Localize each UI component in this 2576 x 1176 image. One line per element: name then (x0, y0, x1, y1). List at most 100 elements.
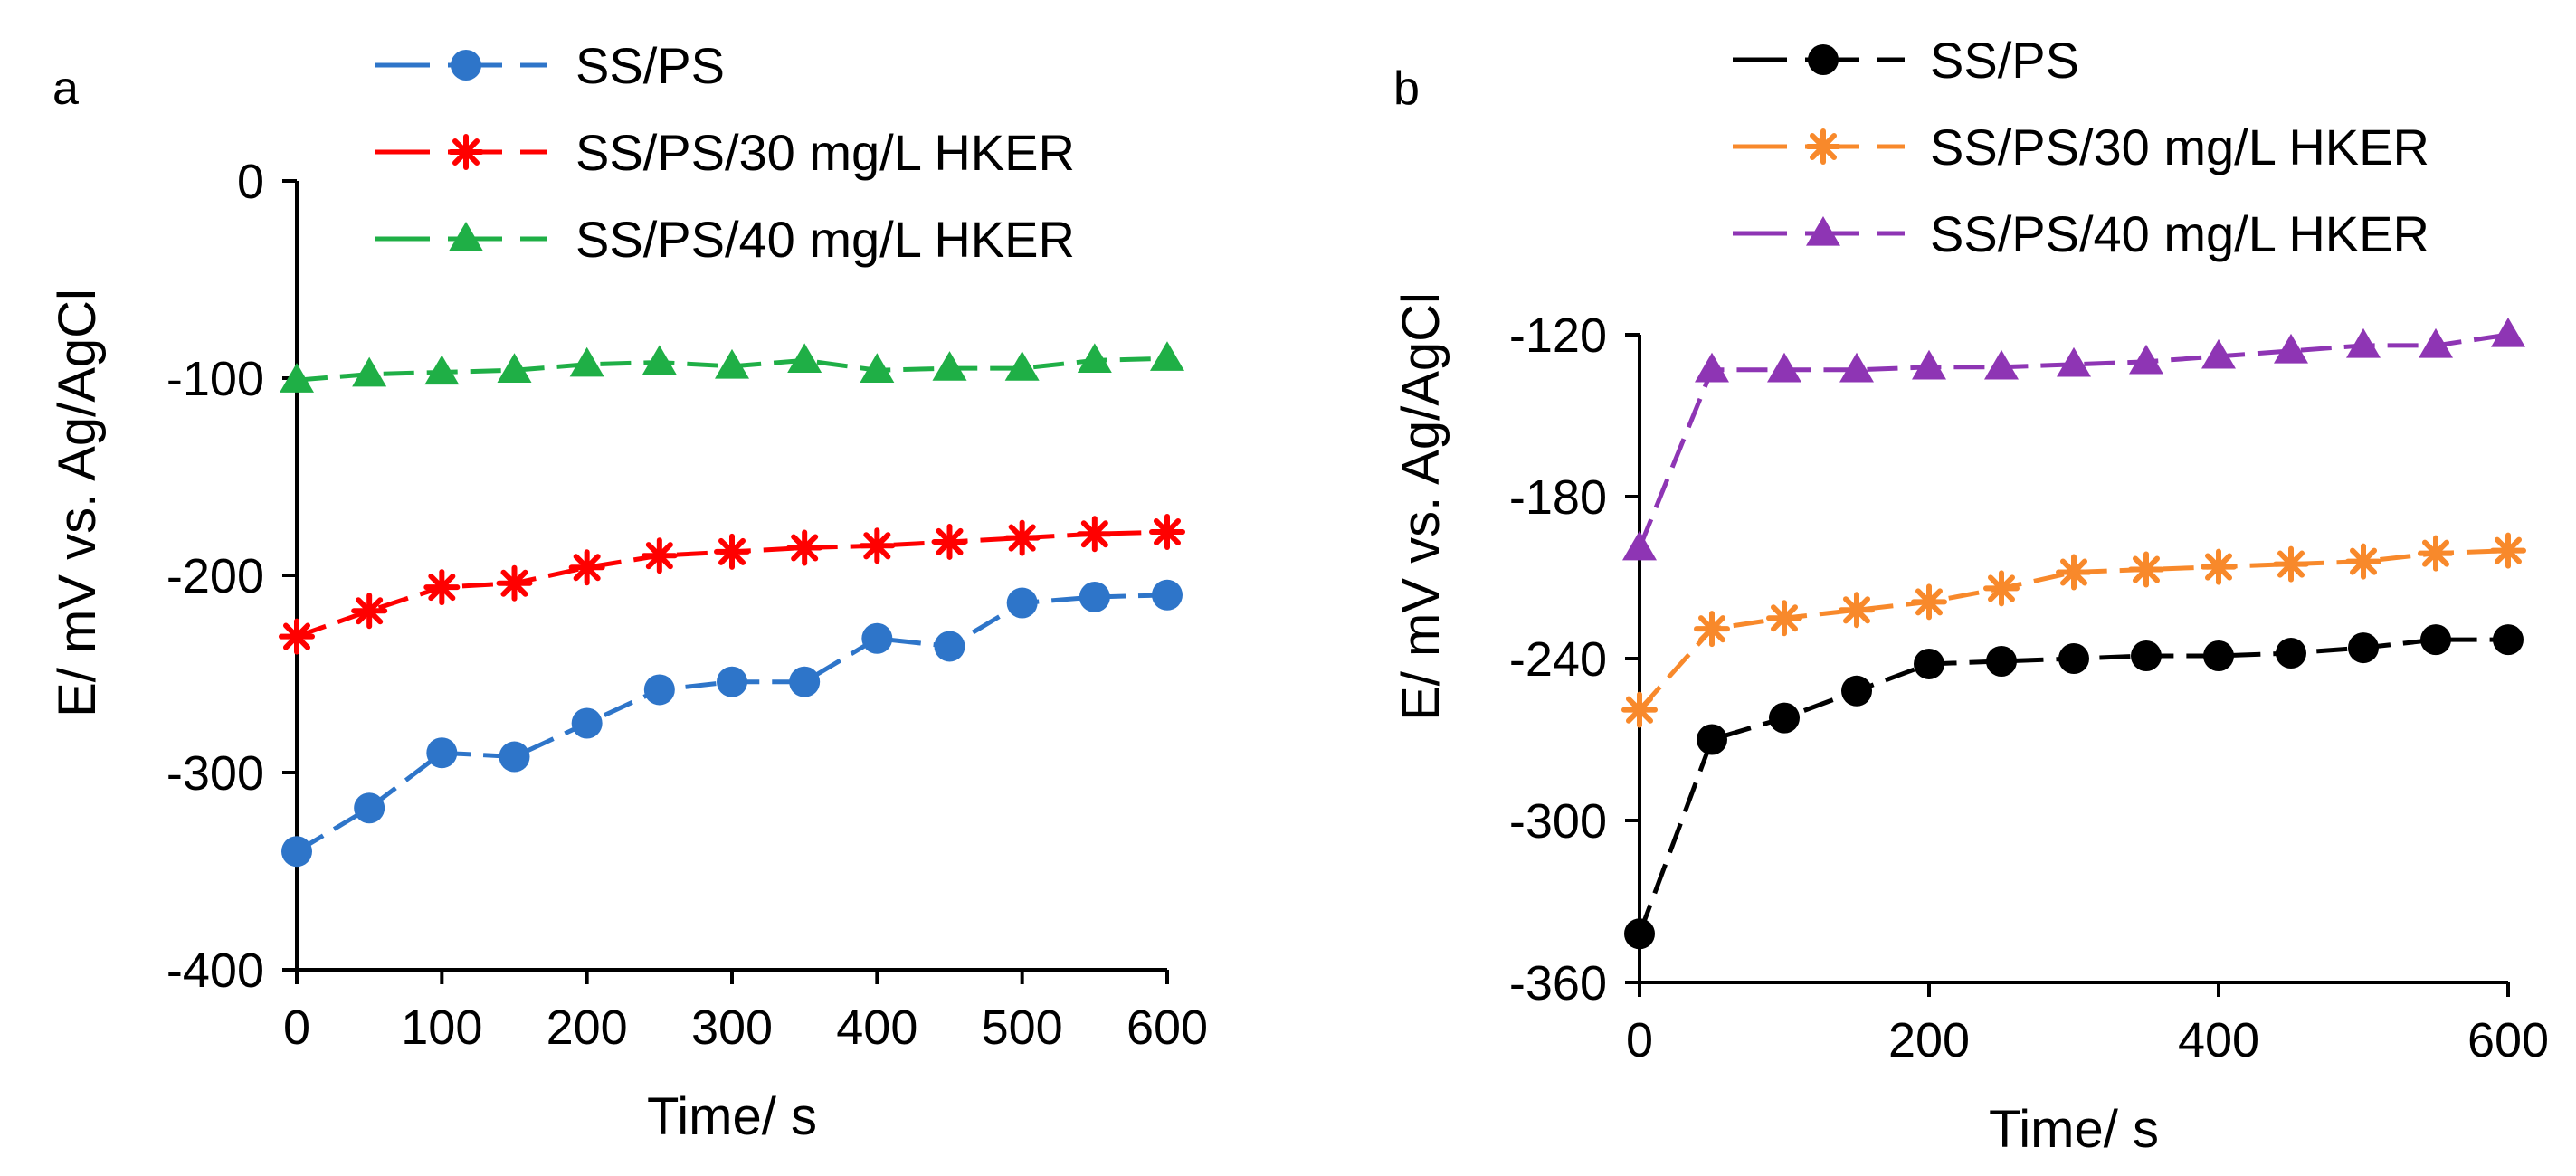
y-tick-label: -120 (1509, 308, 1607, 363)
y-tick-label: -300 (1509, 794, 1607, 849)
y-tick-label: -100 (166, 352, 264, 406)
legend-label: SS/PS (1930, 32, 2079, 89)
data-point (2273, 545, 2309, 583)
data-point (1004, 351, 1040, 381)
series-triangle (280, 341, 1184, 393)
data-point (786, 529, 823, 566)
data-point (1984, 349, 2019, 380)
x-tick-label: 0 (283, 1001, 310, 1055)
legend-entry: SS/PS/40 mg/L HKER (375, 211, 1075, 268)
series-triangle (1622, 318, 2525, 561)
data-point (1697, 724, 1727, 755)
data-point (1983, 570, 2020, 607)
data-point (932, 351, 967, 381)
data-point (1839, 592, 1875, 629)
data-point (641, 537, 678, 574)
data-point (569, 346, 604, 377)
data-point (787, 343, 822, 374)
x-tick-label: 400 (836, 1001, 917, 1055)
series-star (1621, 532, 2526, 728)
data-point (1622, 530, 1657, 561)
legend-marker (1806, 216, 1840, 246)
data-point (2493, 624, 2524, 656)
data-point (1695, 352, 1729, 383)
data-point (2420, 624, 2451, 656)
data-point (2274, 333, 2308, 364)
y-axis-label: E/ mV vs. Ag/AgCl (48, 289, 107, 717)
series-star (279, 514, 1185, 655)
legend-marker (1808, 44, 1839, 75)
series-line (295, 593, 1168, 854)
panel-a: a 0 -100 -200 -300 -400 0 100 200 300 400 500 600 Ti… (48, 37, 1208, 1146)
data-point (2201, 548, 2237, 585)
legend-marker (449, 222, 483, 251)
data-point (643, 674, 675, 706)
x-tick-label: 200 (1888, 1013, 1970, 1067)
legend-entry: SS/PS (1733, 32, 2079, 89)
data-point (279, 618, 315, 655)
data-point (281, 836, 312, 868)
data-point (789, 666, 821, 697)
data-point (861, 622, 893, 654)
data-point (715, 348, 749, 379)
data-point (1694, 611, 1730, 648)
legend-label: SS/PS/30 mg/L HKER (575, 124, 1075, 181)
data-point (1003, 519, 1041, 556)
data-point (1152, 579, 1183, 611)
data-point (934, 631, 965, 662)
data-point (1077, 343, 1112, 374)
y-tick-label: -400 (166, 944, 264, 998)
data-point (426, 737, 458, 769)
panel-a-label: a (52, 62, 79, 115)
data-point (280, 363, 314, 393)
data-point (2348, 632, 2379, 664)
legend-marker (1805, 128, 1841, 165)
legend-entry: SS/PS/40 mg/L HKER (1733, 205, 2429, 262)
legend-marker (448, 134, 484, 170)
legend-label: SS/PS/40 mg/L HKER (575, 211, 1075, 268)
y-tick-label: 0 (237, 155, 264, 209)
data-point (717, 666, 747, 697)
data-point (1621, 691, 1658, 728)
data-point (1911, 583, 1947, 621)
data-point (931, 523, 968, 560)
data-point (499, 741, 530, 773)
data-point (859, 527, 896, 564)
x-tick-label: 300 (691, 1001, 773, 1055)
x-tick-label: 400 (2178, 1013, 2259, 1067)
data-point (2418, 535, 2454, 572)
data-point (2128, 551, 2164, 588)
data-point (1149, 514, 1185, 551)
data-point (1839, 352, 1874, 383)
data-point (2057, 346, 2091, 377)
data-point (2058, 643, 2089, 674)
y-tick-label: -180 (1509, 470, 1607, 525)
data-point (423, 569, 461, 606)
legend-entry: SS/PS/30 mg/L HKER (375, 124, 1075, 181)
data-point (496, 564, 533, 602)
y-tick-label: -240 (1509, 632, 1607, 687)
legend-entry: SS/PS/30 mg/L HKER (1733, 119, 2429, 175)
data-point (642, 345, 677, 375)
y-tick-label: -300 (166, 746, 264, 801)
data-point (568, 549, 605, 586)
data-point (2056, 554, 2092, 591)
legend-entry: SS/PS (375, 37, 725, 94)
series-line (1637, 637, 2508, 935)
data-point (1769, 702, 1800, 734)
data-point (2203, 640, 2234, 672)
x-tick-label: 200 (547, 1001, 628, 1055)
data-point (354, 792, 385, 824)
y-tick-label: -360 (1509, 956, 1607, 1010)
x-tick-label: 600 (1126, 1001, 1208, 1055)
data-point (2201, 338, 2236, 369)
data-point (1914, 648, 1944, 679)
panel-b-label: b (1393, 62, 1420, 115)
data-point (714, 533, 750, 570)
data-point (1079, 581, 1110, 612)
x-tick-label: 500 (982, 1001, 1063, 1055)
data-point (2491, 318, 2525, 347)
data-point (2490, 532, 2526, 569)
data-point (2129, 344, 2163, 375)
data-point (2346, 327, 2381, 358)
